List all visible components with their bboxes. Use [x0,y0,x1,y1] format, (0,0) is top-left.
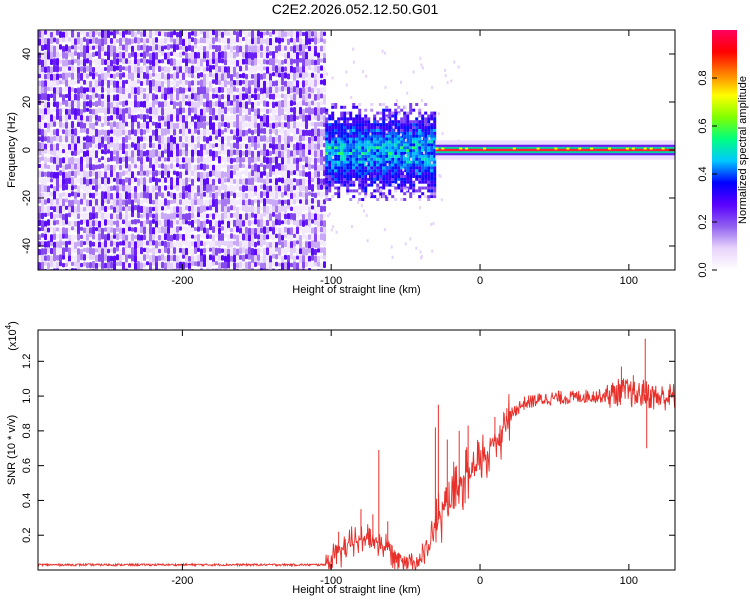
colorbar-tick-label: 0.4 [697,166,709,181]
x-tick-label: 100 [620,575,638,587]
y-tick-label: 0.8 [21,423,33,438]
exponent-base: (x10 [7,329,19,350]
colorbar-tick-label: 0.2 [697,214,709,229]
y-tick-label: 0 [21,147,33,153]
colorbar-tick-label: 0.0 [697,262,709,277]
colorbar-label: Normalized spectral amplitude [737,76,749,224]
colorbar-tick-label: 0.8 [697,70,709,85]
x-axis-label: Height of straight line (km) [292,284,420,296]
colorbar-tick-label: 0.6 [697,118,709,133]
y-tick-label: 0.2 [21,528,33,543]
colorbar: 0.0 0.2 0.4 0.6 0.8 Normalized spectral ampli… [697,30,749,278]
y-tick-label: -40 [21,238,33,254]
band-core [435,148,675,152]
x-tick-label: -200 [171,575,193,587]
y-axis-label: Frequency (Hz) [6,112,18,188]
snr-panel: -200 -100 0 100 0.2 0.4 0.6 0.8 1.0 1.2 Height of … [4,321,676,596]
y-tick-label: 1.0 [21,388,33,403]
y-tick-label: -20 [21,190,33,206]
x-tick-label: -200 [171,275,193,287]
y-tick-label: 1.2 [21,354,33,369]
x-tick-label: 0 [477,275,483,287]
x-tick-label: 0 [477,575,483,587]
exponent-close: ) [7,321,19,325]
y-tick-label: 20 [21,96,33,108]
snr-series-line [38,378,675,570]
colorbar-gradient [712,30,737,270]
x-tick-label: 100 [620,275,638,287]
x-tick-label: -100 [320,275,342,287]
exponent-power: 4 [4,324,13,329]
snr-frame [37,329,676,571]
y-tick-label: 0.6 [21,458,33,473]
x-axis-label: Height of straight line (km) [292,584,420,596]
heatmap-cells [38,30,675,270]
y-tick-label: 0.4 [21,493,33,508]
y-axis-label: SNR (10 * v/v) [6,415,18,485]
chart-title: C2E2.2026.052.12.50.G01 [272,1,439,17]
exponent-label: (x104) [4,321,19,351]
y-tick-label: 40 [21,48,33,60]
x-tick-label: -100 [320,575,342,587]
